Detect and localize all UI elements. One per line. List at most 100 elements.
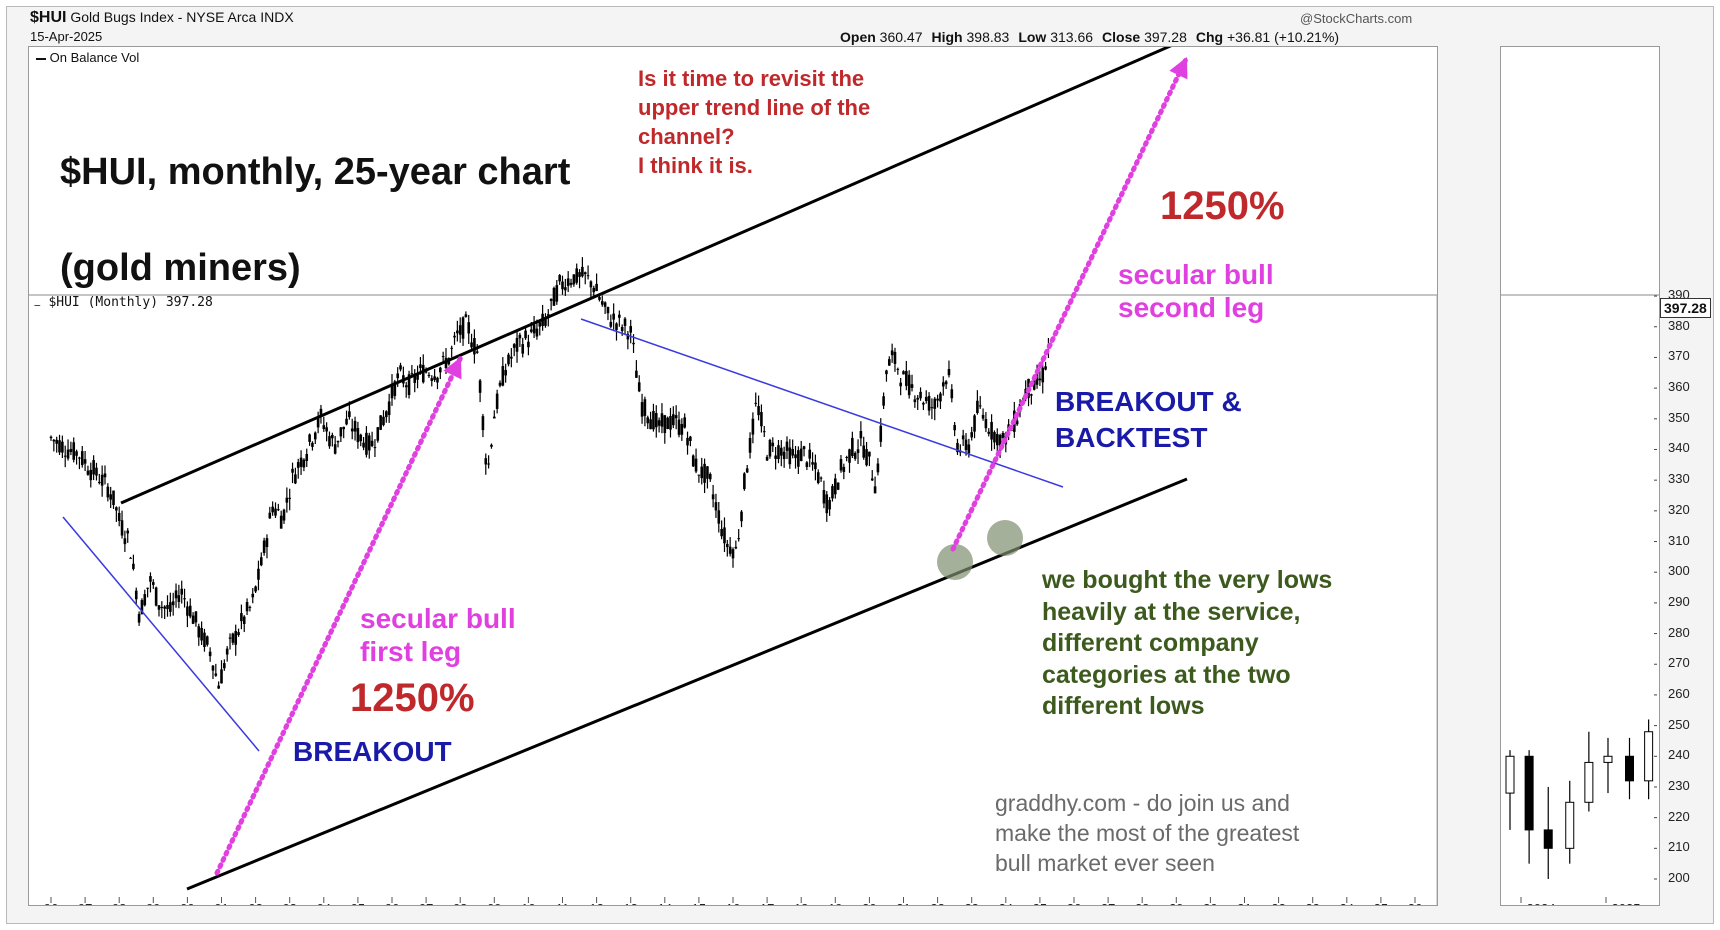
candle-body <box>976 400 979 413</box>
candle-body <box>308 434 311 442</box>
x-tick-99: 99 <box>146 897 161 905</box>
candle-body <box>376 427 380 441</box>
x-tick-21: 21 <box>896 897 911 905</box>
candle-body <box>407 374 411 395</box>
candle-body <box>296 462 300 468</box>
candle-body <box>396 373 399 379</box>
recent-y-tick-label-310: 310 <box>1668 532 1690 548</box>
candle-body <box>592 287 596 293</box>
candle-body <box>495 393 499 409</box>
candle-body <box>589 281 593 288</box>
candle-body <box>180 588 184 595</box>
x-tick-29: 29 <box>1169 897 1184 905</box>
candle-body <box>223 663 226 669</box>
candle-body <box>254 586 257 592</box>
candle-body <box>282 509 286 521</box>
x-tick-label: 32 <box>1271 901 1285 905</box>
candle-body <box>345 418 348 425</box>
candle-body <box>197 626 201 638</box>
candle-body <box>825 494 829 514</box>
main-chart-panel: 6506256005755505255004754504254003753503… <box>28 46 1438 906</box>
candle-body <box>669 416 672 430</box>
upper-channel-line <box>120 47 1172 505</box>
candle-body <box>893 351 897 364</box>
candle-body <box>331 434 334 439</box>
x-tick-35: 35 <box>1374 897 1388 905</box>
candle-body <box>754 402 758 404</box>
x-tick-label: 96 <box>44 901 58 905</box>
candle-body <box>885 370 888 375</box>
candle-body <box>424 371 428 373</box>
candle-body <box>717 510 721 524</box>
candle-body <box>981 414 985 419</box>
x-tick-09: 09 <box>487 897 502 905</box>
candle-body <box>973 415 976 432</box>
x-tick-label: 19 <box>828 901 842 905</box>
chart-title-line2: (gold miners) <box>60 247 301 289</box>
candle-body <box>603 302 607 307</box>
series-legend: ⚊ $HUI (Monthly) 397.28 <box>34 295 213 310</box>
candle-body <box>902 371 905 375</box>
candle-body <box>100 474 104 486</box>
candle-body <box>58 440 61 453</box>
candle-body <box>549 298 553 301</box>
candle-body <box>171 601 175 606</box>
candle-body <box>191 615 195 624</box>
recent-y-tick-label-340: 340 <box>1668 440 1690 456</box>
x-tick-22: 22 <box>930 897 945 905</box>
series-label: $HUI (Monthly) 397.28 <box>48 295 213 310</box>
recent-candle-body <box>1584 761 1594 803</box>
candle-body <box>214 673 218 676</box>
candle-body <box>524 330 527 339</box>
recent-y-tick-label-280: 280 <box>1668 624 1690 640</box>
x-tick-label: 15 <box>692 901 706 905</box>
candle-body <box>544 318 547 326</box>
candle-body <box>995 433 999 446</box>
candle-body <box>1038 378 1042 381</box>
candle-body <box>481 416 485 431</box>
first-leg-arrow <box>214 354 464 876</box>
candle-body <box>518 334 522 339</box>
chart-date: 15-Apr-2025 <box>30 29 103 44</box>
x-tick-20: 20 <box>862 897 877 905</box>
candle-body <box>188 605 192 617</box>
x-tick-17: 17 <box>760 897 774 905</box>
obv-legend: On Balance Vol <box>36 50 139 65</box>
candle-body <box>586 275 590 277</box>
candle-body <box>802 446 806 450</box>
candle-body <box>794 454 797 459</box>
candle-body <box>623 318 627 326</box>
recent-y-tick-label-260: 260 <box>1668 685 1690 701</box>
chart-title-line1: $HUI, monthly, 25-year chart <box>60 151 571 193</box>
candle-body <box>333 444 337 454</box>
candle-body <box>873 486 877 494</box>
candle-body <box>140 600 144 615</box>
x-tick-label: 26 <box>1067 901 1081 905</box>
candle-body <box>714 502 718 511</box>
candle-body <box>529 329 533 332</box>
candle-body <box>419 364 422 369</box>
candle-body <box>814 462 817 470</box>
x-tick-label: 12 <box>589 901 603 905</box>
candle-body <box>385 411 388 418</box>
candle-body <box>49 436 53 439</box>
candle-body <box>998 435 1002 451</box>
candle-body <box>919 391 922 399</box>
candle-body <box>61 441 64 453</box>
x-tick-05: 05 <box>351 897 365 905</box>
ohlc-high: High 398.83 <box>931 29 1010 45</box>
x-tick-98: 98 <box>112 897 126 905</box>
candle-body <box>785 441 789 451</box>
candle-body <box>512 344 516 348</box>
x-tick-label: 99 <box>146 901 160 905</box>
candle-body <box>382 416 385 426</box>
candle-body <box>859 431 863 439</box>
price-candles <box>49 257 1050 689</box>
candle-body <box>441 356 445 358</box>
candle-body <box>237 632 240 636</box>
candle-body <box>612 313 615 320</box>
header-title-line: $HUI Gold Bugs Index - NYSE Arca INDX <box>30 9 294 27</box>
recent-candle-body <box>1603 755 1613 763</box>
candle-body <box>313 432 317 440</box>
candle-body <box>490 444 493 447</box>
